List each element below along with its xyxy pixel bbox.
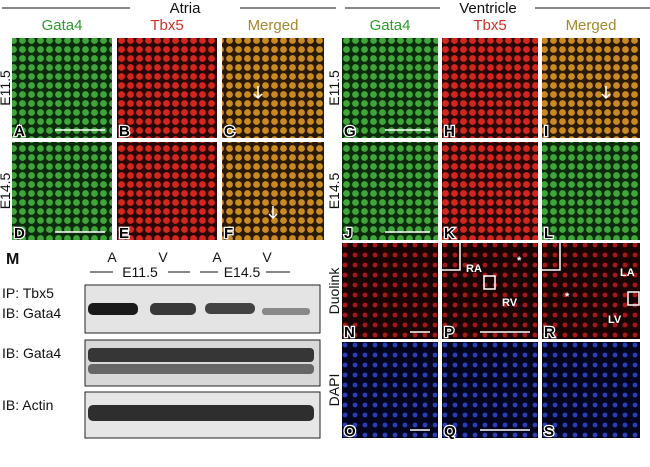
blot-label: IB: Actin — [2, 397, 53, 413]
row-label: E11.5 — [0, 70, 13, 106]
blot-label: IB: Gata4 — [2, 345, 61, 361]
panel-letter: A — [14, 123, 25, 140]
lane-label: A — [107, 249, 117, 265]
panel-letter: Q — [444, 423, 456, 440]
annotation: * — [517, 255, 522, 267]
micrograph — [542, 38, 640, 138]
micrograph — [342, 342, 438, 438]
panel-letter: P — [444, 324, 454, 341]
lane-label: V — [158, 249, 168, 265]
annotation: LV — [608, 314, 622, 326]
panel-letter: F — [224, 225, 233, 242]
stage-label: E14.5 — [224, 264, 261, 280]
panel-letter: K — [444, 225, 455, 242]
panel-letter: S — [544, 423, 554, 440]
micrograph — [117, 142, 217, 240]
row-label: Duolink — [326, 267, 342, 315]
lane-label: A — [212, 249, 222, 265]
column-label: Merged — [566, 17, 617, 34]
micrograph — [12, 38, 112, 138]
micrograph — [442, 342, 538, 438]
blot — [84, 284, 321, 439]
lane-label: V — [262, 249, 272, 265]
panel-letter: J — [344, 225, 352, 242]
micrograph — [442, 142, 538, 240]
micrograph — [542, 142, 640, 240]
micrograph — [342, 142, 438, 240]
micrograph — [542, 342, 640, 438]
panel-letter: O — [344, 423, 356, 440]
row-label: DAPI — [326, 374, 342, 407]
row-label: E14.5 — [326, 172, 342, 209]
column-label: Tbx5 — [473, 17, 506, 34]
micrograph — [117, 38, 217, 138]
stage-label: E11.5 — [122, 264, 158, 280]
column-label: Merged — [248, 17, 299, 34]
annotation: * — [565, 291, 570, 303]
panel-letter: L — [544, 225, 553, 242]
header-lines — [2, 7, 650, 273]
panel-letter: H — [444, 123, 455, 140]
micrograph — [222, 38, 324, 138]
micrograph — [12, 142, 112, 240]
annotation: RA — [466, 263, 482, 275]
micrograph — [542, 243, 640, 339]
panel-letter: N — [344, 324, 355, 341]
annotation: RV — [502, 297, 518, 309]
column-label: Gata4 — [42, 17, 83, 34]
header: Atria — [170, 0, 202, 17]
panel-letter: G — [344, 123, 356, 140]
row-label: E14.5 — [0, 172, 13, 209]
annotation: LA — [620, 267, 635, 279]
panel-letter: C — [224, 123, 235, 140]
panel-letter: D — [14, 225, 25, 242]
panel-letter: E — [119, 225, 129, 242]
bands — [88, 303, 314, 421]
micrograph — [342, 243, 438, 339]
panel-letter: I — [544, 123, 548, 140]
micrograph — [342, 38, 438, 138]
row-label: E11.5 — [326, 70, 342, 106]
micrograph — [442, 243, 538, 339]
micrograph — [442, 38, 538, 138]
panel-letter: R — [544, 324, 555, 341]
header: Ventricle — [459, 0, 517, 17]
panel-letter: B — [119, 123, 130, 140]
panels — [12, 38, 640, 438]
column-label: Tbx5 — [150, 17, 183, 34]
scale-bars — [55, 86, 640, 431]
column-label: Gata4 — [370, 17, 411, 34]
blot-label: IB: Gata4 — [2, 305, 61, 321]
blot-letter: M — [6, 251, 19, 268]
blot-label: IP: Tbx5 — [2, 285, 54, 301]
micrograph — [222, 142, 324, 240]
